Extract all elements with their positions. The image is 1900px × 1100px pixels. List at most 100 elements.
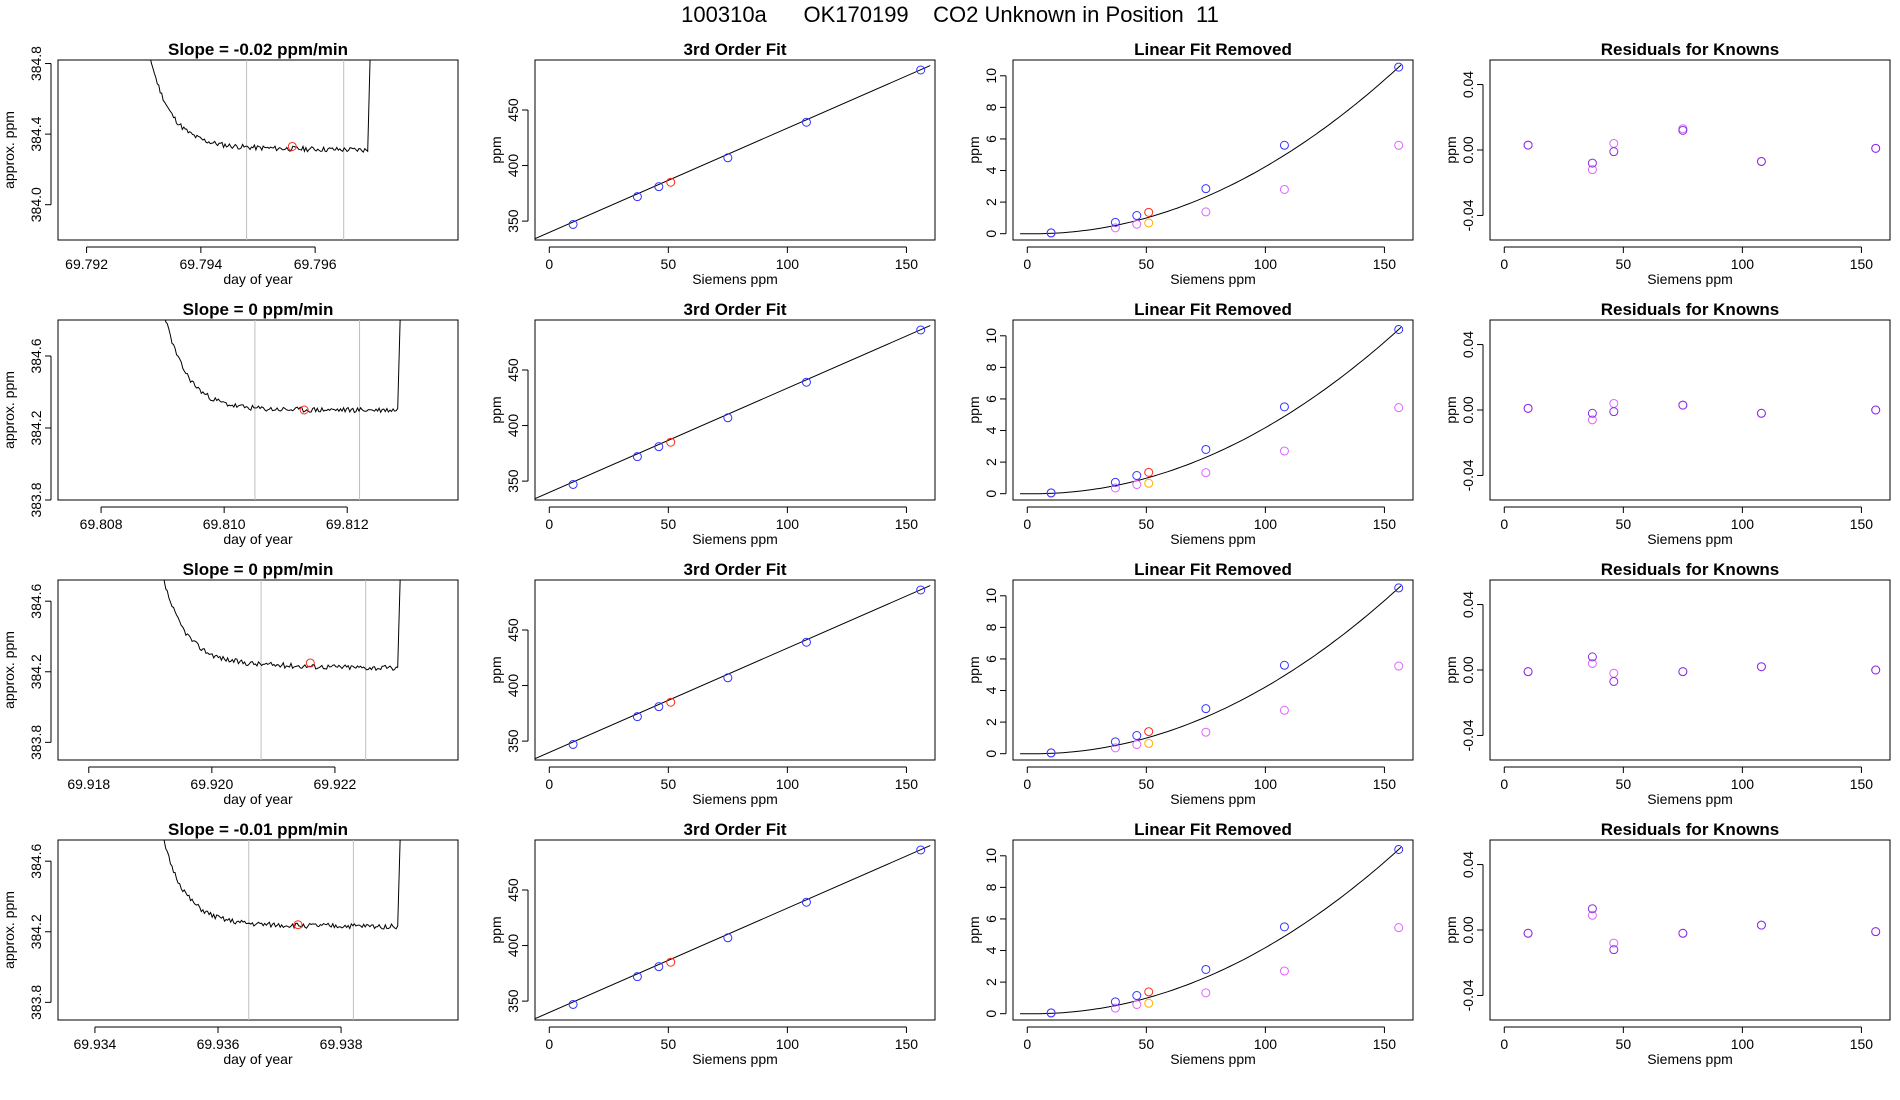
y-axis-label: ppm — [966, 656, 982, 683]
chart-panel: Linear Fit Removed 0 50 100 150 Siemens ppm 0 2… — [966, 300, 1414, 547]
alt-point — [1279, 705, 1289, 715]
residual-point — [1756, 920, 1766, 930]
plot-frame — [57, 579, 459, 761]
unknown-alt-point — [1144, 738, 1154, 748]
known-point — [654, 702, 664, 712]
y-tick-label: 384.6 — [28, 338, 44, 373]
known-point — [1110, 477, 1120, 487]
y-tick-label: -0.04 — [1460, 199, 1476, 231]
x-tick-label: 69.922 — [314, 776, 357, 792]
known-point — [1110, 737, 1120, 747]
chart-title: Linear Fit Removed — [1134, 300, 1292, 319]
x-axis-label: Siemens ppm — [692, 791, 778, 807]
fit-line — [535, 585, 931, 760]
y-tick-label: 10 — [983, 848, 999, 864]
chart-panel: Residuals for Knowns 0 50 100 150 Siemens ppm… — [1443, 820, 1891, 1067]
x-tick-label: 69.918 — [67, 776, 110, 792]
plot-frame — [534, 59, 936, 241]
concentration-trace — [150, 60, 371, 154]
plot-frame — [57, 319, 459, 501]
x-tick-label: 69.934 — [74, 1036, 117, 1052]
x-tick-label: 50 — [1139, 776, 1155, 792]
residual-point — [1756, 156, 1766, 166]
known-point — [801, 377, 811, 387]
y-tick-label: 400 — [505, 414, 521, 438]
y-tick-label: 384.8 — [28, 46, 44, 81]
alt-point — [1132, 219, 1142, 229]
residual-point — [1871, 665, 1881, 675]
unknown-point — [1144, 207, 1154, 217]
chart-panel: 3rd Order Fit 0 50 100 150 Siemens ppm 350 400 4… — [488, 560, 936, 807]
x-tick-label: 150 — [1373, 776, 1397, 792]
residual-point — [1609, 945, 1619, 955]
unknown-point — [666, 697, 676, 707]
chart-panel: Slope = -0.01 ppm/min 69.934 69.936 69.938 d… — [1, 820, 459, 1067]
x-tick-label: 100 — [776, 256, 800, 272]
y-tick-label: 0.00 — [1460, 396, 1476, 423]
x-axis-label: Siemens ppm — [1647, 531, 1733, 547]
plot-area — [1020, 844, 1404, 1018]
known-point — [1394, 583, 1404, 593]
known-point — [1046, 488, 1056, 498]
y-tick-label: 383.8 — [28, 985, 44, 1020]
known-point — [1201, 444, 1211, 454]
chart-title: Residuals for Knowns — [1601, 560, 1780, 579]
y-tick-label: 8 — [983, 103, 999, 111]
known-point — [1201, 184, 1211, 194]
concentration-trace — [164, 320, 401, 414]
known-point — [1279, 660, 1289, 670]
y-tick-label: 2 — [983, 198, 999, 206]
x-tick-label: 100 — [1254, 256, 1278, 272]
unknown-point — [1144, 987, 1154, 997]
y-axis-label: approx. ppm — [1, 891, 17, 969]
x-tick-label: 0 — [545, 776, 553, 792]
x-axis-label: day of year — [223, 1051, 293, 1067]
x-tick-label: 50 — [1139, 516, 1155, 532]
alt-point — [1394, 923, 1404, 933]
y-tick-label: 4 — [983, 946, 999, 954]
unknown-alt-point — [1144, 218, 1154, 228]
chart-title: 3rd Order Fit — [684, 300, 787, 319]
alt-point — [1132, 480, 1142, 490]
chart-panel: Residuals for Knowns 0 50 100 150 Siemens ppm… — [1443, 300, 1891, 547]
chart-panel: Linear Fit Removed 0 50 100 150 Siemens ppm 0 2… — [966, 820, 1414, 1067]
known-point — [1279, 402, 1289, 412]
chart-title: Residuals for Knowns — [1601, 820, 1780, 839]
plot-frame — [57, 839, 459, 1021]
known-point — [654, 182, 664, 192]
y-axis-label: approx. ppm — [1, 371, 17, 449]
average-marker — [287, 141, 297, 151]
x-tick-label: 0 — [1023, 516, 1031, 532]
unknown-alt-point — [1144, 998, 1154, 1008]
plot-area — [1523, 904, 1881, 955]
known-point — [1132, 991, 1142, 1001]
residual-point — [1587, 158, 1597, 168]
known-point — [1201, 704, 1211, 714]
plot-frame — [534, 319, 936, 501]
known-point — [1046, 228, 1056, 238]
known-point — [916, 845, 926, 855]
y-tick-label: 2 — [983, 458, 999, 466]
plot-frame — [1489, 319, 1891, 501]
x-tick-label: 69.796 — [294, 256, 337, 272]
plot-area — [150, 60, 371, 240]
unknown-point — [666, 177, 676, 187]
known-point — [568, 219, 578, 229]
x-tick-label: 50 — [661, 776, 677, 792]
y-tick-label: -0.04 — [1460, 719, 1476, 751]
x-tick-label: 69.936 — [197, 1036, 240, 1052]
x-tick-label: 69.812 — [326, 516, 369, 532]
known-point — [1132, 731, 1142, 741]
y-tick-label: 8 — [983, 363, 999, 371]
x-tick-label: 50 — [1616, 516, 1632, 532]
known-point — [1279, 922, 1289, 932]
known-point — [632, 192, 642, 202]
y-tick-label: 450 — [505, 358, 521, 382]
residual-alt-point — [1587, 910, 1597, 920]
plot-area — [535, 65, 931, 240]
plot-area — [1020, 583, 1404, 758]
y-tick-label: 4 — [983, 426, 999, 434]
y-tick-label: 0.04 — [1460, 71, 1476, 98]
x-tick-label: 0 — [1023, 776, 1031, 792]
